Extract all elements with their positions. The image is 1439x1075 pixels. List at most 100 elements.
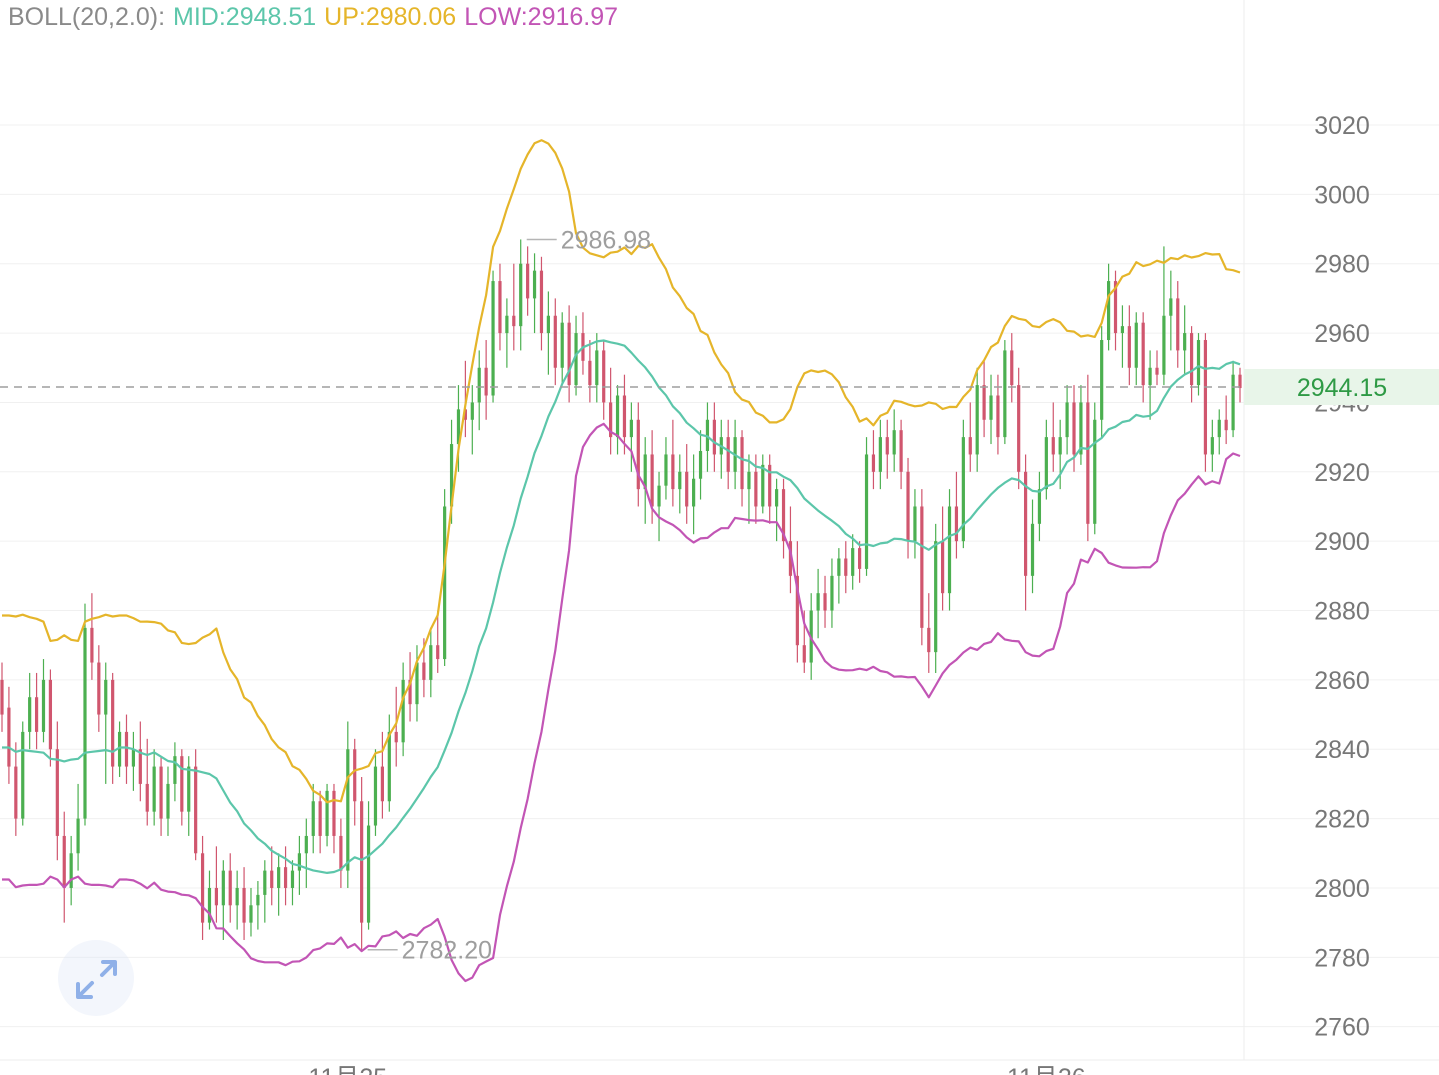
candle-body [768, 464, 772, 507]
candle-body [685, 471, 689, 507]
candle-body [69, 853, 73, 888]
candle-body [332, 790, 336, 836]
candle-body [871, 454, 876, 472]
candle-body [698, 450, 703, 479]
candle-body [1106, 281, 1111, 341]
candle-body [1210, 437, 1214, 455]
candle-body [657, 485, 661, 507]
candle-body [961, 437, 965, 542]
candle-body [982, 385, 986, 420]
candle-body [270, 870, 274, 888]
candle-body [180, 756, 184, 812]
candle-body [408, 679, 412, 705]
candle-body [436, 645, 440, 660]
candle-body [588, 360, 592, 386]
candle-body [899, 430, 903, 472]
candle-body [615, 395, 620, 438]
candle-body [1148, 367, 1152, 386]
up-value: UP:2980.06 [324, 3, 457, 31]
candle-body [726, 437, 730, 472]
candle-body [927, 627, 931, 653]
y-tick-label: 2980 [1314, 251, 1370, 279]
candle-body [595, 350, 599, 386]
y-tick-label: 2900 [1314, 528, 1370, 556]
candle-body [463, 409, 467, 420]
candle-body [21, 731, 25, 819]
candle-body [844, 558, 848, 576]
y-tick-label: 2960 [1314, 320, 1370, 348]
candle-body [249, 905, 253, 923]
candle-body [1224, 419, 1228, 431]
candle-body [117, 731, 122, 767]
low-value: LOW:2916.97 [464, 3, 619, 31]
current-price-label: 2944.15 [1297, 374, 1387, 402]
current-price-tag [1244, 369, 1439, 405]
candle-body [1189, 333, 1194, 386]
candle-body [443, 506, 447, 660]
candle-body [1141, 322, 1145, 386]
candle-body [1065, 402, 1069, 438]
candle-body [62, 835, 66, 888]
candle-body [512, 315, 516, 327]
candle-body [761, 464, 765, 507]
candle-body [947, 506, 952, 594]
candle-body [996, 395, 1000, 438]
candle-body [449, 444, 454, 507]
annotation-label: 2782.20 [402, 937, 492, 965]
expand-arrows-icon [76, 960, 117, 999]
candle-body [1183, 333, 1187, 351]
candle-body [574, 333, 578, 386]
x-tick-label: 11月26 [1007, 1064, 1086, 1075]
expand-button[interactable] [58, 940, 134, 1016]
candle-body [885, 437, 889, 455]
candle-body [1134, 322, 1138, 368]
y-tick-label: 2840 [1314, 736, 1370, 764]
candle-body [297, 853, 301, 871]
x-tick-label: 11月25 [308, 1064, 387, 1075]
candle-body [553, 315, 557, 368]
candle-body [1100, 340, 1104, 420]
x-axis-ticks: 11月25 11月26 [308, 1064, 1085, 1075]
candle-body [1203, 340, 1208, 455]
y-axis-ticks: 3020300029802960294029202900288028602840… [1314, 112, 1370, 1042]
candle-body [629, 419, 633, 438]
candle-body [968, 437, 972, 455]
candle-body [34, 697, 39, 732]
candle-body [14, 766, 18, 819]
candle-body [422, 662, 426, 680]
candle-body [28, 697, 32, 732]
candle-body [1003, 350, 1007, 438]
candle-body [858, 548, 862, 569]
candle-body [795, 575, 799, 646]
candle-body [187, 766, 191, 812]
candle-body [609, 402, 613, 438]
candles [0, 239, 1242, 951]
candle-body [498, 281, 502, 334]
candle-body [671, 454, 675, 490]
candle-body [242, 887, 246, 923]
candle-body [754, 471, 758, 507]
candle-body [802, 645, 806, 663]
candle-body [622, 395, 627, 438]
candle-body [360, 801, 364, 923]
mid-value: MID:2948.51 [173, 3, 317, 31]
candle-body [851, 548, 855, 576]
candle-body [643, 454, 647, 490]
candle-body [166, 783, 170, 819]
candle-body [1017, 385, 1021, 472]
candle-body [519, 263, 523, 327]
candle-body [1044, 437, 1048, 490]
candle-body [1176, 298, 1180, 351]
candle-body [1086, 402, 1090, 524]
candle-body [131, 749, 136, 767]
candle-body [90, 627, 94, 663]
candle-body [532, 270, 537, 299]
candle-body [1196, 340, 1201, 386]
candle-body [256, 894, 260, 906]
candle-body [290, 870, 295, 888]
candle-body [830, 575, 834, 611]
candle-body [477, 367, 481, 403]
candle-body [346, 749, 350, 871]
candle-body [311, 801, 315, 836]
